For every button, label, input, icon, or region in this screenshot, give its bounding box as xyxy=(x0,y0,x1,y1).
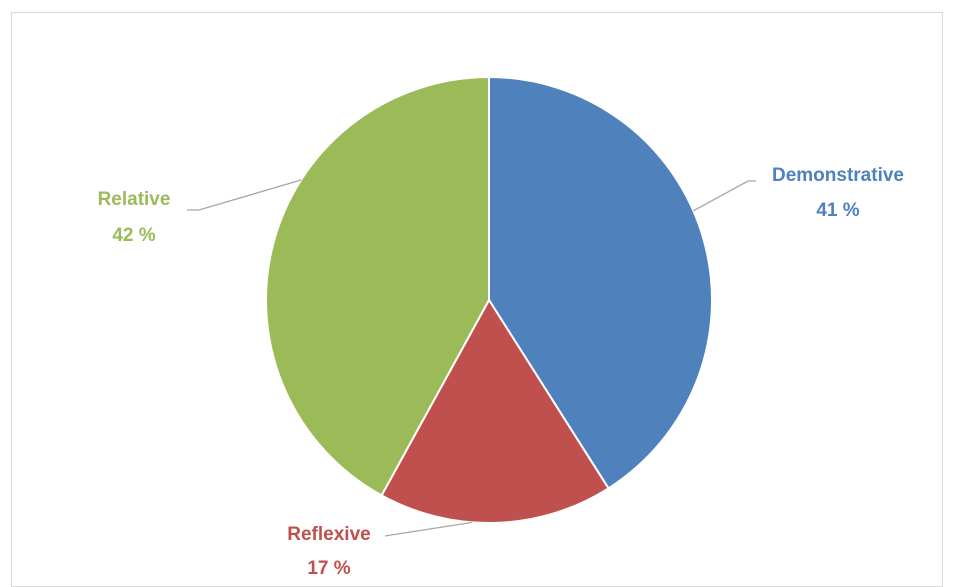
leader-lines xyxy=(187,179,756,537)
slice-label-relative: Relative xyxy=(98,189,171,210)
leader-line-relative xyxy=(187,179,302,211)
slice-value-demonstrative: 41 % xyxy=(816,200,859,221)
pie-slice-demonstrative xyxy=(488,75,713,490)
data-labels: Demonstrative 41 % Reflexive 17 % Relative 42… xyxy=(98,165,904,579)
leader-line-demonstrative xyxy=(693,180,756,212)
pie-slice-relative xyxy=(265,75,490,497)
slice-label-demonstrative: Demonstrative xyxy=(772,165,904,186)
pie-slices xyxy=(265,75,713,524)
slice-value-relative: 42 % xyxy=(112,225,155,246)
slice-value-reflexive: 17 % xyxy=(307,558,350,579)
slice-label-reflexive: Reflexive xyxy=(287,524,370,545)
leader-line-reflexive xyxy=(384,521,473,537)
pie-slice-reflexive xyxy=(380,298,610,524)
